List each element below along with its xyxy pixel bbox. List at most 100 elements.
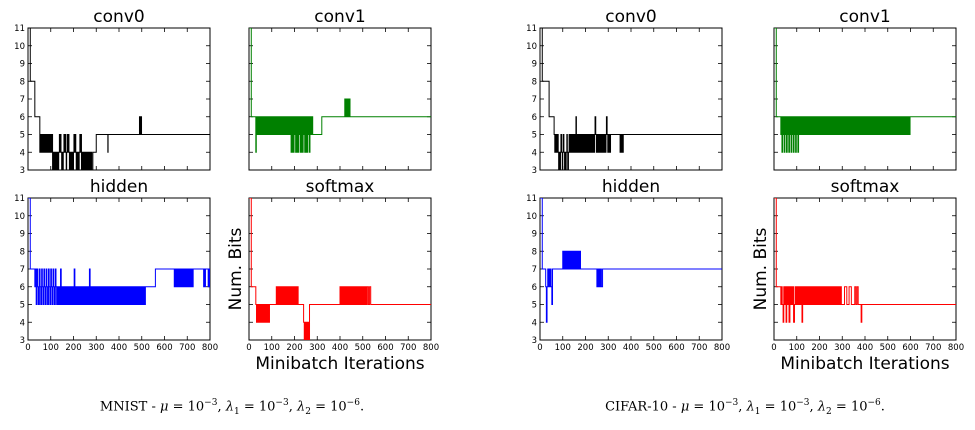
y-tick-label: 4 bbox=[20, 148, 25, 158]
y-tick-label: 11 bbox=[14, 24, 25, 34]
subplot-title: conv1 bbox=[839, 7, 890, 27]
plot-frame bbox=[773, 27, 957, 171]
caption-l1-exp: −3 bbox=[796, 398, 810, 408]
subplot-hidden: hidden 3 4 5 6 7 8 9 10 11 0 100 200 300 400 500 600 700 8… bbox=[526, 177, 730, 353]
x-tick-label: 200 bbox=[811, 343, 827, 353]
caption-l2-exp: −6 bbox=[867, 398, 881, 408]
x-tick-label: 600 bbox=[902, 343, 918, 353]
caption-lambda2-symbol: λ bbox=[296, 399, 306, 415]
y-tick-label: 5 bbox=[532, 131, 537, 141]
x-tick-label: 200 bbox=[577, 343, 593, 353]
subplot-title: softmax bbox=[306, 177, 375, 197]
x-tick-label: 500 bbox=[880, 343, 896, 353]
x-tick-label: 400 bbox=[623, 343, 639, 353]
y-tick-label: 11 bbox=[526, 194, 537, 204]
caption-cifar: CIFAR-10 - μ = 10−3, λ1 = 10−3, λ2 = 10−… bbox=[605, 398, 885, 417]
y-tick-label: 5 bbox=[20, 301, 25, 311]
x-tick-label: 300 bbox=[309, 343, 325, 353]
y-tick-label: 6 bbox=[20, 113, 25, 123]
y-tick-label: 3 bbox=[532, 166, 537, 176]
y-axis-label: Num. Bits bbox=[226, 227, 246, 310]
y-tick-label: 9 bbox=[20, 230, 25, 240]
plot-frame bbox=[27, 27, 211, 171]
x-tick-label: 600 bbox=[377, 343, 393, 353]
x-tick-label: 100 bbox=[789, 343, 805, 353]
x-tick-label: 400 bbox=[857, 343, 873, 353]
y-tick-label: 9 bbox=[20, 60, 25, 70]
x-tick-label: 400 bbox=[111, 343, 127, 353]
series-line-conv1 bbox=[774, 28, 956, 153]
panel-cifar-10: conv0 3 4 5 6 7 8 9 10 11 conv1 hidden 3 4 5 6 7 8 9 10 11 0 1… bbox=[526, 7, 964, 374]
x-axis-label: Minibatch Iterations bbox=[255, 354, 424, 374]
x-tick-label: 700 bbox=[925, 343, 941, 353]
y-tick-label: 11 bbox=[526, 24, 537, 34]
x-tick-label: 800 bbox=[948, 343, 964, 353]
caption-lambda1-sub: 1 bbox=[754, 406, 761, 417]
subplot-title: conv1 bbox=[314, 7, 365, 27]
caption-dataset-cifar: CIFAR-10 bbox=[605, 399, 669, 415]
caption-base: 10 bbox=[258, 399, 276, 415]
series-line-hidden bbox=[28, 198, 210, 305]
subplot-title: conv0 bbox=[93, 7, 144, 27]
caption-lambda2-symbol: λ bbox=[817, 399, 827, 415]
series-line-softmax bbox=[774, 198, 956, 323]
x-tick-label: 700 bbox=[179, 343, 195, 353]
y-tick-label: 10 bbox=[526, 212, 537, 222]
caption-l2-exp: −6 bbox=[346, 398, 360, 408]
y-tick-label: 7 bbox=[532, 95, 537, 105]
y-tick-label: 4 bbox=[532, 318, 537, 328]
x-tick-label: 0 bbox=[25, 343, 30, 353]
subplot-hidden: hidden 3 4 5 6 7 8 9 10 11 0 100 200 300 400 500 600 700 8… bbox=[14, 177, 218, 353]
plot-frame bbox=[773, 197, 957, 341]
y-tick-label: 5 bbox=[20, 131, 25, 141]
x-axis-label: Minibatch Iterations bbox=[780, 354, 949, 374]
caption-lambda1-sub: 1 bbox=[233, 406, 240, 417]
x-tick-label: 500 bbox=[646, 343, 662, 353]
panel-mnist: conv0 3 4 5 6 7 8 9 10 11 conv1 hidden 3 4 5 6 7 8 9 10 11 0 1… bbox=[14, 7, 439, 374]
y-tick-label: 10 bbox=[14, 42, 25, 52]
plot-frame bbox=[248, 197, 432, 341]
caption-base: 10 bbox=[330, 399, 347, 415]
y-tick-label: 3 bbox=[532, 336, 537, 346]
y-tick-label: 10 bbox=[14, 212, 25, 222]
x-tick-label: 300 bbox=[600, 343, 616, 353]
subplot-conv0: conv0 3 4 5 6 7 8 9 10 11 bbox=[526, 7, 723, 176]
subplot-softmax: softmax 0 100 200 300 400 500 600 700 800 bbox=[771, 177, 964, 353]
x-tick-label: 700 bbox=[691, 343, 707, 353]
y-tick-label: 7 bbox=[20, 95, 25, 105]
subplot-softmax: softmax 0 100 200 300 400 500 600 700 800 bbox=[246, 177, 439, 353]
x-tick-label: 200 bbox=[65, 343, 81, 353]
x-tick-label: 800 bbox=[714, 343, 730, 353]
y-tick-label: 6 bbox=[532, 283, 537, 293]
subplot-title: hidden bbox=[602, 177, 660, 197]
caption-sep: - bbox=[147, 399, 160, 415]
caption-base: 10 bbox=[850, 399, 868, 415]
y-tick-label: 8 bbox=[20, 247, 25, 257]
y-tick-label: 7 bbox=[532, 265, 537, 275]
subplot-title: hidden bbox=[90, 177, 148, 197]
y-tick-label: 7 bbox=[20, 265, 25, 275]
y-tick-label: 3 bbox=[20, 166, 25, 176]
caption-base: 10 bbox=[708, 399, 726, 415]
caption-mnist: MNIST - μ = 10−3, λ1 = 10−3, λ2 = 10−6. bbox=[99, 398, 365, 417]
caption-mu-symbol: μ bbox=[159, 399, 169, 415]
y-tick-label: 9 bbox=[532, 60, 537, 70]
caption-base: 10 bbox=[187, 399, 205, 415]
y-axis-label: Num. Bits bbox=[751, 227, 771, 310]
subplot-conv1: conv1 bbox=[773, 7, 957, 171]
x-tick-label: 200 bbox=[286, 343, 302, 353]
subplot-conv1: conv1 bbox=[248, 7, 432, 171]
subplot-conv0: conv0 3 4 5 6 7 8 9 10 11 bbox=[14, 7, 211, 176]
caption-mu-symbol: μ bbox=[680, 399, 690, 415]
x-tick-label: 300 bbox=[834, 343, 850, 353]
y-tick-label: 8 bbox=[532, 77, 537, 87]
y-tick-label: 4 bbox=[532, 148, 537, 158]
y-tick-label: 4 bbox=[20, 318, 25, 328]
caption-lambda1-symbol: λ bbox=[746, 399, 755, 415]
caption-lambda1-symbol: λ bbox=[225, 399, 234, 415]
series-line-conv0 bbox=[28, 28, 210, 170]
y-tick-label: 8 bbox=[20, 77, 25, 87]
x-tick-label: 600 bbox=[156, 343, 172, 353]
series-line-conv0 bbox=[540, 28, 722, 170]
y-tick-label: 11 bbox=[14, 194, 25, 204]
